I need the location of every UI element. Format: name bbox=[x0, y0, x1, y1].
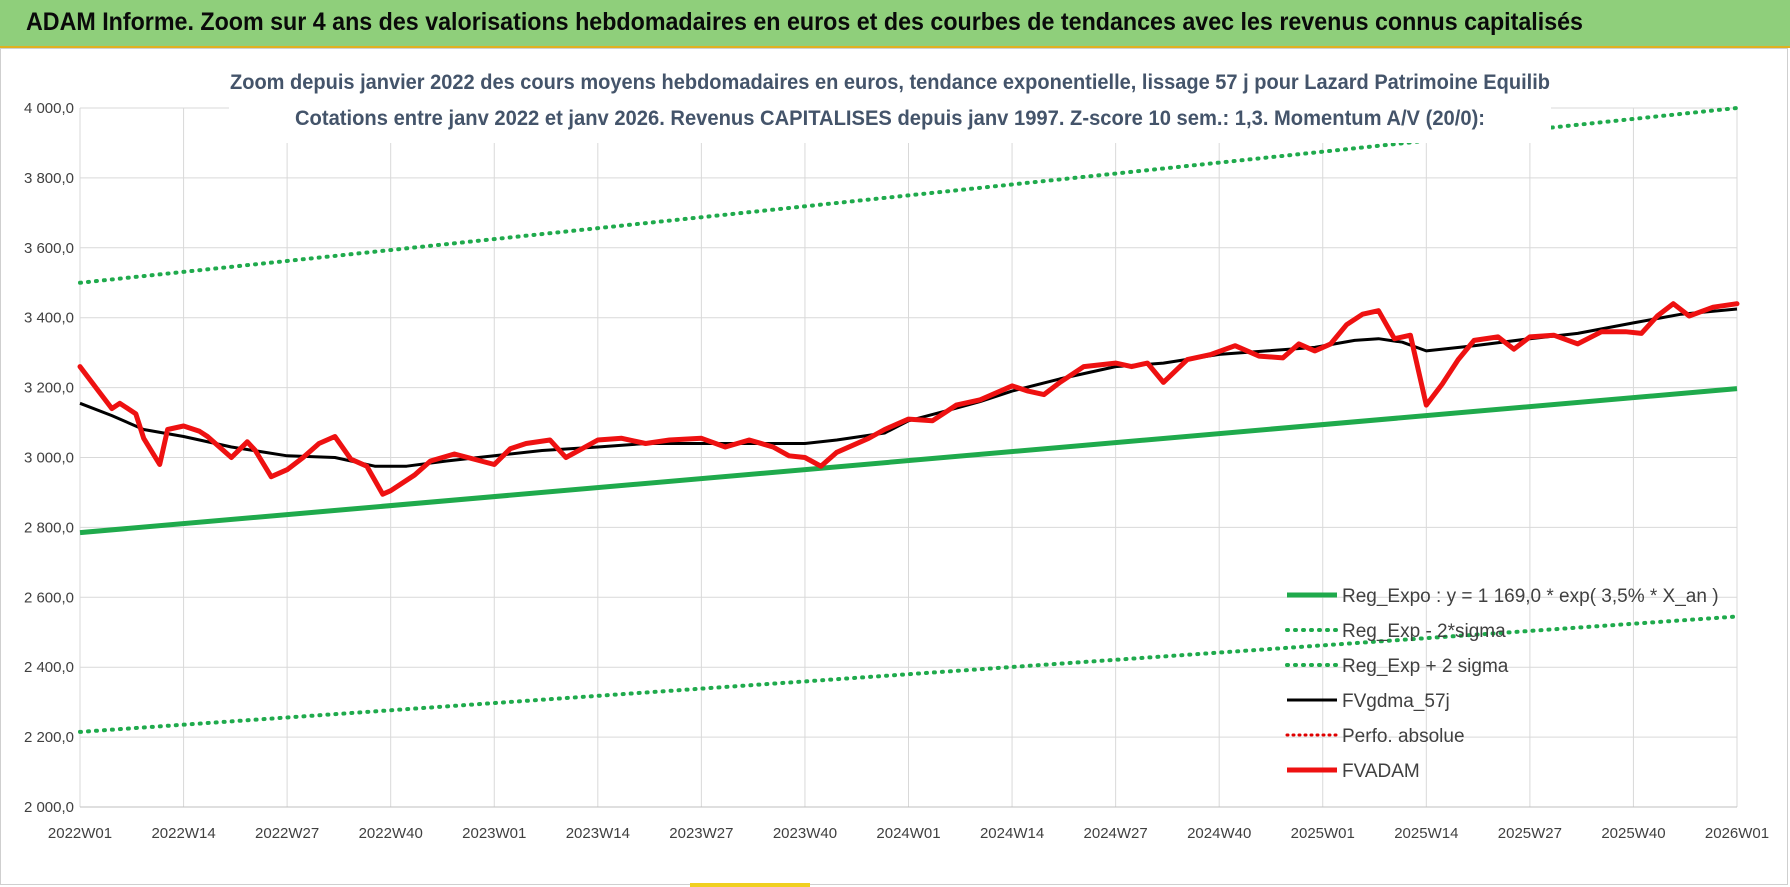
y-tick-label: 2 000,0 bbox=[24, 799, 74, 816]
x-tick-label: 2025W14 bbox=[1394, 825, 1458, 842]
chart-subtitle-line1: Zoom depuis janvier 2022 des cours moyen… bbox=[230, 71, 1550, 94]
x-tick-label: 2022W01 bbox=[48, 825, 112, 842]
y-tick-label: 3 600,0 bbox=[24, 240, 74, 257]
series-reg-exp-plus-2sigma bbox=[78, 106, 1739, 285]
y-tick-label: 2 200,0 bbox=[24, 729, 74, 746]
legend-label: FVgdma_57j bbox=[1342, 691, 1450, 712]
series-fvadam bbox=[77, 301, 1740, 497]
report-title: ADAM Informe. Zoom sur 4 ans des valoris… bbox=[26, 8, 1583, 36]
legend-label: Reg_Expo : y = 1 169,0 * exp( 3,5% * X_a… bbox=[1342, 586, 1719, 607]
series-reg-exp-minus-2sigma bbox=[78, 614, 1739, 734]
x-tick-label: 2023W01 bbox=[462, 825, 526, 842]
bottom-accent-bar bbox=[690, 883, 810, 887]
x-tick-label: 2022W27 bbox=[255, 825, 319, 842]
y-tick-label: 3 400,0 bbox=[24, 310, 74, 327]
x-tick-label: 2024W40 bbox=[1187, 825, 1251, 842]
x-tick-label: 2025W01 bbox=[1291, 825, 1355, 842]
x-tick-label: 2023W40 bbox=[773, 825, 837, 842]
y-tick-label: 3 200,0 bbox=[24, 380, 74, 397]
y-tick-label: 2 600,0 bbox=[24, 589, 74, 606]
x-tick-label: 2023W27 bbox=[669, 825, 733, 842]
x-tick-label: 2022W40 bbox=[359, 825, 423, 842]
report-banner: ADAM Informe. Zoom sur 4 ans des valoris… bbox=[0, 0, 1790, 48]
x-tick-label: 2022W14 bbox=[151, 825, 215, 842]
x-tick-label: 2026W01 bbox=[1705, 825, 1769, 842]
x-tick-label: 2023W14 bbox=[566, 825, 630, 842]
y-tick-label: 2 400,0 bbox=[24, 659, 74, 676]
y-tick-label: 2 800,0 bbox=[24, 519, 74, 536]
x-tick-label: 2025W27 bbox=[1498, 825, 1562, 842]
line-chart: 4 000,0 3 800,0 3 600,0 3 400,0 3 200,0 3 000… bbox=[24, 55, 1769, 842]
legend-label: Reg_Exp - 2*sigma bbox=[1342, 621, 1506, 642]
legend-label: FVADAM bbox=[1342, 761, 1420, 782]
x-tick-label: 2024W27 bbox=[1084, 825, 1148, 842]
x-tick-label: 2024W14 bbox=[980, 825, 1044, 842]
chart-frame: 4 000,0 3 800,0 3 600,0 3 400,0 3 200,0 3 000… bbox=[0, 48, 1788, 885]
series-reg-expo bbox=[79, 386, 1738, 536]
subtitle-background bbox=[229, 55, 1551, 143]
x-tick-label: 2025W40 bbox=[1601, 825, 1665, 842]
y-tick-label: 3 000,0 bbox=[24, 450, 74, 467]
chart-subtitle-line2: Cotations entre janv 2022 et janv 2026. … bbox=[295, 107, 1485, 130]
x-tick-label: 2024W01 bbox=[876, 825, 940, 842]
legend-label: Reg_Exp + 2 sigma bbox=[1342, 656, 1509, 677]
legend-label: Perfo. absolue bbox=[1342, 726, 1465, 747]
y-tick-label: 3 800,0 bbox=[24, 170, 74, 187]
y-tick-label: 4 000,0 bbox=[24, 100, 74, 117]
